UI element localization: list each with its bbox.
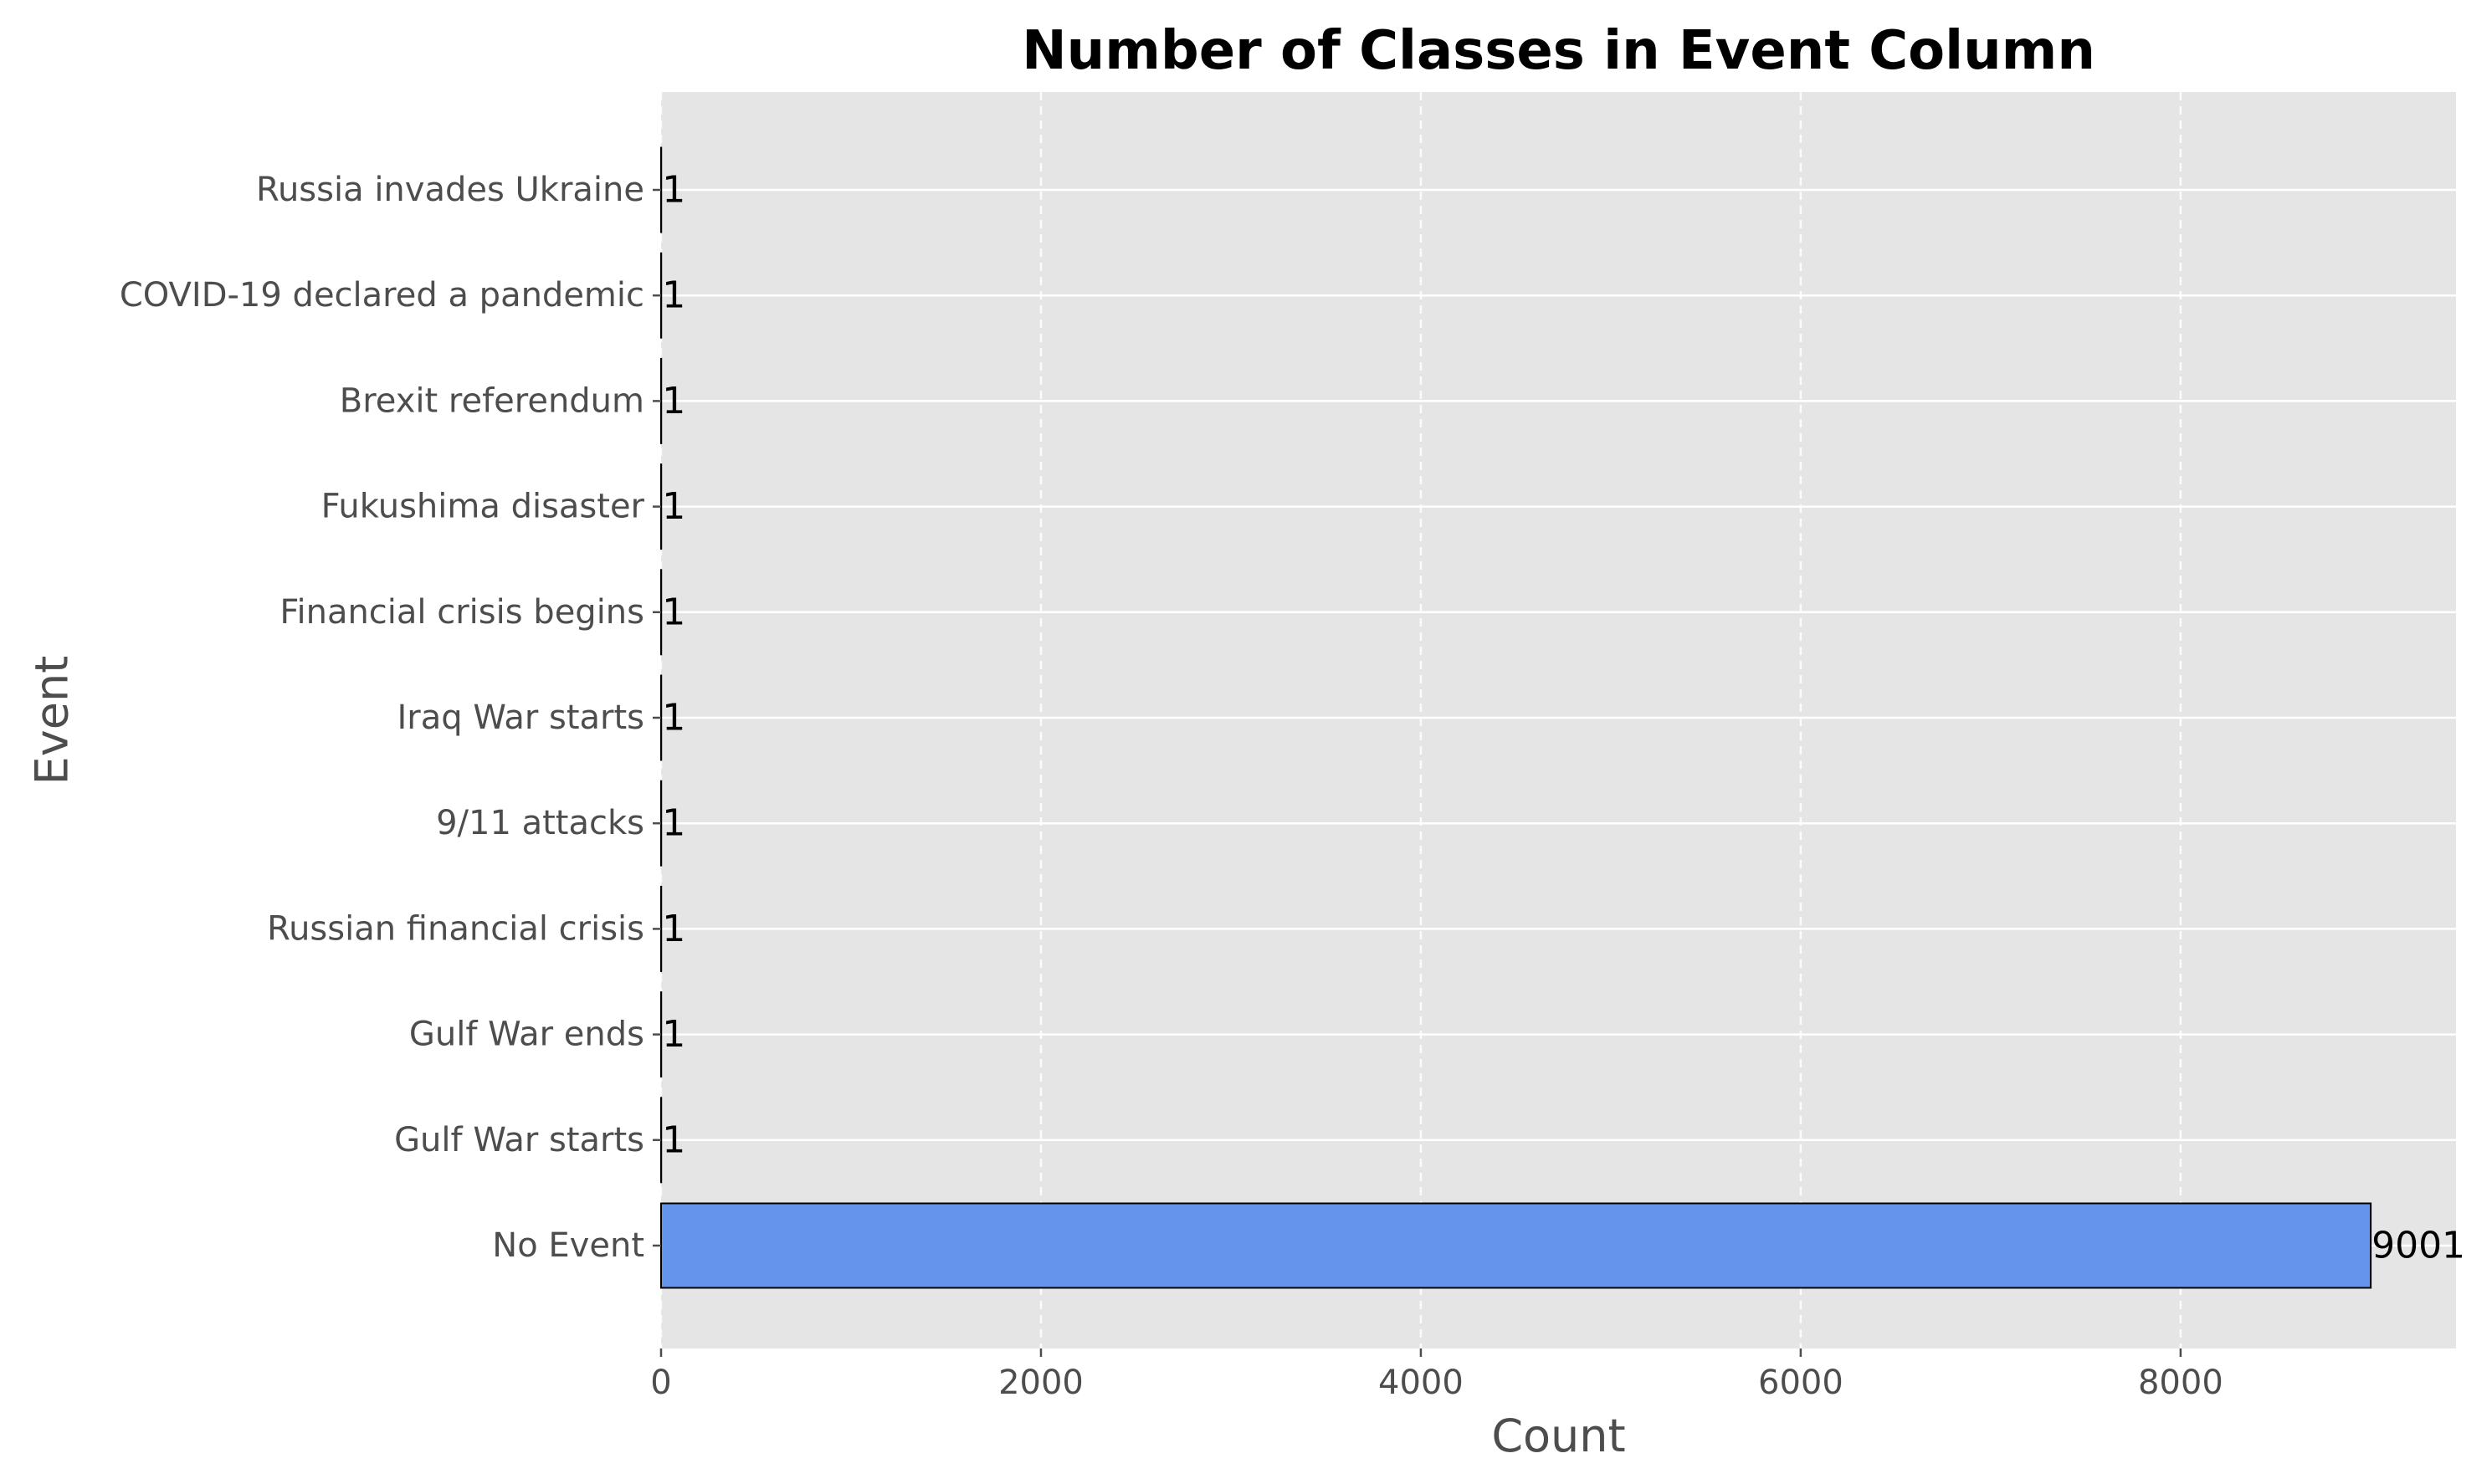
y-tick-label: Financial crisis begins bbox=[279, 593, 644, 632]
data-labels: 9001 1 1 1 1 1 1 1 1 1 1 bbox=[662, 169, 2465, 1267]
bar-no-event bbox=[660, 1202, 2372, 1289]
data-label: 1 bbox=[662, 697, 685, 739]
x-tick-label: 2000 bbox=[998, 1364, 1084, 1402]
ticks: No Event Gulf War starts Gulf War ends Russ… bbox=[120, 171, 2223, 1402]
data-label: 1 bbox=[662, 169, 685, 212]
y-tick-label: Russia invades Ukraine bbox=[256, 171, 644, 209]
data-label: 1 bbox=[662, 591, 685, 633]
y-tick-label: Russian financial crisis bbox=[267, 909, 644, 948]
data-label: 1 bbox=[662, 1118, 685, 1161]
y-tick-label: Gulf War starts bbox=[394, 1121, 644, 1159]
data-label: 1 bbox=[662, 1013, 685, 1056]
data-label: 9001 bbox=[2372, 1225, 2465, 1267]
x-tick-label: 0 bbox=[650, 1364, 671, 1402]
y-tick-label: No Event bbox=[492, 1226, 644, 1265]
x-tick-label: 6000 bbox=[1758, 1364, 1843, 1402]
bars bbox=[660, 146, 2372, 1289]
data-label: 1 bbox=[662, 380, 685, 422]
x-tick-label: 4000 bbox=[1378, 1364, 1464, 1402]
y-tick-label: 9/11 attacks bbox=[436, 804, 644, 842]
data-label: 1 bbox=[662, 485, 685, 528]
x-axis-label: Count bbox=[1491, 1410, 1625, 1462]
y-tick-label: Iraq War starts bbox=[397, 699, 644, 737]
data-label: 1 bbox=[662, 802, 685, 845]
y-axis-label: Event bbox=[26, 656, 79, 785]
data-label: 1 bbox=[662, 908, 685, 950]
chart-title: Number of Classes in Event Column bbox=[1022, 20, 2095, 82]
data-label: 1 bbox=[662, 274, 685, 317]
plot-area bbox=[661, 92, 2456, 1348]
x-tick-label: 8000 bbox=[2138, 1364, 2223, 1402]
y-tick-label: Fukushima disaster bbox=[321, 488, 645, 526]
y-tick-label: Gulf War ends bbox=[409, 1016, 644, 1054]
y-tick-label: Brexit referendum bbox=[340, 381, 644, 420]
y-tick-label: COVID-19 declared a pandemic bbox=[120, 276, 644, 315]
